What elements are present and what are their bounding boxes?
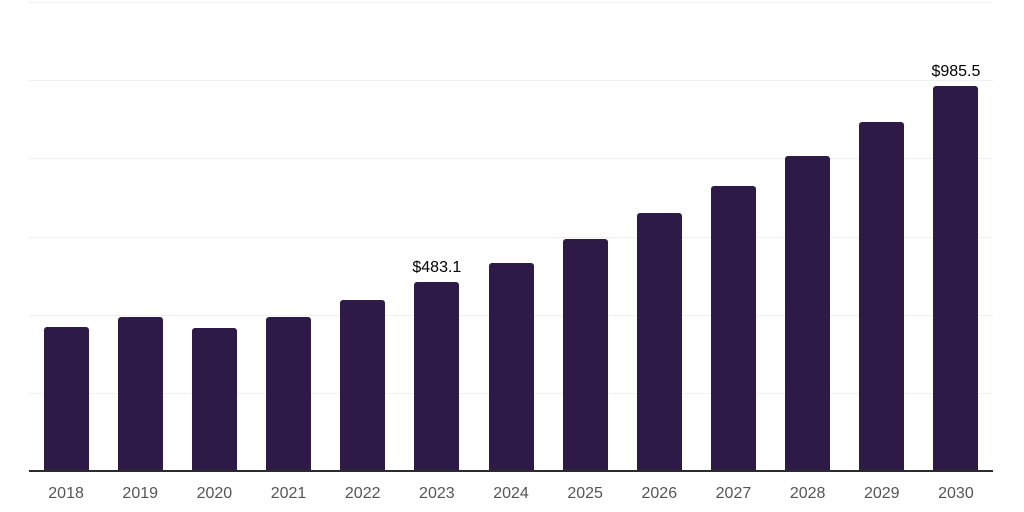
bar-2024 bbox=[488, 262, 534, 471]
bar-2020 bbox=[191, 328, 237, 471]
x-tick-label-2018: 2018 bbox=[48, 485, 84, 502]
bar-chart-plot: $483.1 $985.5 bbox=[29, 2, 993, 472]
bar-2021 bbox=[266, 316, 312, 471]
bar-2028 bbox=[785, 156, 831, 471]
x-tick-label-2025: 2025 bbox=[567, 485, 603, 502]
bar-2026 bbox=[636, 213, 682, 471]
x-tick-label-2021: 2021 bbox=[270, 485, 307, 502]
x-axis: 2018 2019 2020 2021 2022 2023 2024 2025 2026 2027… bbox=[29, 479, 993, 509]
x-tick-label-2029: 2029 bbox=[863, 485, 900, 502]
gridline bbox=[29, 2, 993, 3]
bar-2025 bbox=[562, 239, 608, 471]
x-tick-label-2019: 2019 bbox=[122, 485, 159, 502]
bar-2023 bbox=[414, 282, 460, 471]
bar-2018 bbox=[43, 327, 89, 471]
bar-2030 bbox=[933, 85, 979, 471]
x-tick-label-2027: 2027 bbox=[715, 485, 752, 502]
x-tick-label-2023: 2023 bbox=[419, 485, 455, 502]
bar-2019 bbox=[117, 316, 163, 471]
gridline bbox=[29, 236, 993, 238]
gridline bbox=[29, 158, 993, 160]
x-tick-label-2028: 2028 bbox=[789, 485, 826, 502]
bar-2027 bbox=[710, 186, 756, 471]
gridline bbox=[29, 80, 993, 82]
x-tick-label-2022: 2022 bbox=[344, 485, 381, 502]
x-tick-label-2026: 2026 bbox=[641, 485, 678, 502]
x-axis-line bbox=[29, 470, 993, 472]
bar-2029 bbox=[859, 122, 905, 471]
x-tick-label-2024: 2024 bbox=[493, 485, 529, 502]
x-tick-label-2030: 2030 bbox=[938, 485, 974, 502]
bar-value-label-2030: $985.5 bbox=[931, 62, 981, 80]
bar-value-label-2023: $483.1 bbox=[412, 259, 462, 277]
x-tick-label-2020: 2020 bbox=[196, 485, 233, 502]
bar-2022 bbox=[340, 299, 386, 471]
